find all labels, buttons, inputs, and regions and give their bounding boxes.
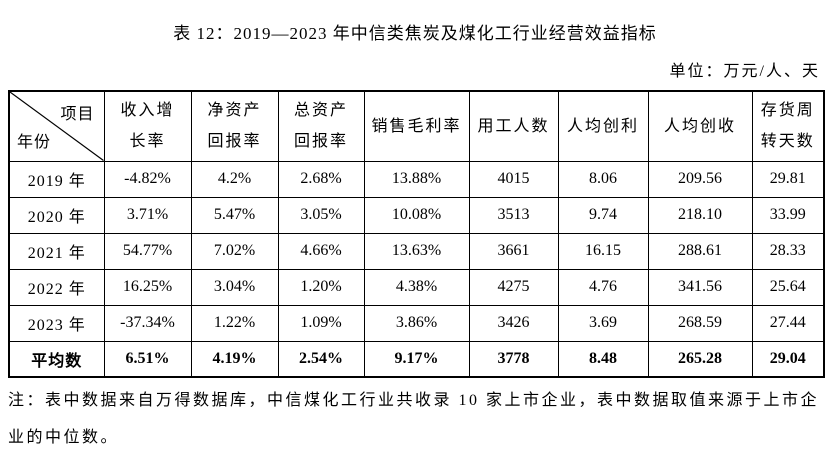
table-cell: 268.59 — [647, 304, 753, 342]
table-row-2021: 2021 年 54.77% 7.02% 4.66% 13.63% 3661 16… — [8, 232, 825, 270]
col-header-inventory-turnover-days: 存货周 转天数 — [751, 90, 825, 162]
table-cell: 4015 — [468, 160, 559, 198]
year-label: 2023 年 — [8, 304, 105, 342]
corner-label-year: 年份 — [17, 133, 52, 151]
table-cell: 27.44 — [751, 304, 825, 342]
table-cell: 3426 — [468, 304, 559, 342]
unit-label: 单位：万元/人、天 — [669, 63, 820, 80]
table-cell: 2.54% — [277, 340, 365, 378]
table-footnote: 注：表中数据来自万得数据库，中信煤化工行业共收录 10 家上市企业，表中数据取值… — [8, 392, 820, 446]
table-cell: 4275 — [468, 268, 559, 306]
col-header-headcount: 用工人数 — [468, 90, 559, 162]
table-cell: 3.04% — [190, 268, 279, 306]
table-cell: 4.19% — [190, 340, 279, 378]
table-cell: 341.56 — [647, 268, 753, 306]
col-header-revenue-per-capita: 人均创收 — [647, 90, 753, 162]
table-cell: 3.69 — [557, 304, 649, 342]
table-cell: 1.22% — [190, 304, 279, 342]
year-label: 2020 年 — [8, 196, 105, 234]
table-cell: 10.08% — [363, 196, 470, 234]
table-cell: 265.28 — [647, 340, 753, 378]
header-line: 存货周 — [760, 102, 815, 120]
table-row-2019: 2019 年 -4.82% 4.2% 2.68% 13.88% 4015 8.0… — [8, 160, 825, 198]
table-title: 表 12：2019—2023 年中信类焦炭及煤化工行业经营效益指标 — [173, 24, 657, 43]
header-line: 长率 — [129, 133, 166, 151]
table-cell: 3.71% — [103, 196, 192, 234]
header-line: 回报率 — [207, 133, 262, 151]
table-cell: 3.86% — [363, 304, 470, 342]
col-header-gross-margin: 销售毛利率 — [363, 90, 470, 162]
year-label: 2019 年 — [8, 160, 105, 198]
header-line: 回报率 — [293, 133, 348, 151]
table-cell: 4.66% — [277, 232, 365, 270]
table-cell: 1.20% — [277, 268, 365, 306]
table-row-2022: 2022 年 16.25% 3.04% 1.20% 4.38% 4275 4.7… — [8, 268, 825, 306]
diagonal-divider-icon — [10, 92, 103, 160]
col-header-profit-per-capita: 人均创利 — [557, 90, 649, 162]
table-cell: 2.68% — [277, 160, 365, 198]
table-row-2023: 2023 年 -37.34% 1.22% 1.09% 3.86% 3426 3.… — [8, 304, 825, 342]
table-cell: -37.34% — [103, 304, 192, 342]
table-cell: 8.06 — [557, 160, 649, 198]
table-cell: 4.76 — [557, 268, 649, 306]
header-line: 总资产 — [293, 102, 348, 120]
table-cell: 5.47% — [190, 196, 279, 234]
col-header-net-asset-return: 净资产 回报率 — [190, 90, 279, 162]
table-cell: 16.25% — [103, 268, 192, 306]
table-cell: 13.88% — [363, 160, 470, 198]
header-line: 净资产 — [207, 102, 262, 120]
table-cell: 28.33 — [751, 232, 825, 270]
table-cell: 218.10 — [647, 196, 753, 234]
indicator-table: 项目 年份 收入增 长率 净资产 回报率 总资产 回报率 销售毛利率 — [8, 90, 825, 378]
year-label: 2021 年 — [8, 232, 105, 270]
header-line: 转天数 — [760, 133, 815, 151]
col-header-revenue-growth: 收入增 长率 — [103, 90, 192, 162]
col-header-total-asset-return: 总资产 回报率 — [277, 90, 365, 162]
average-label: 平均数 — [8, 340, 105, 378]
table-cell: 29.81 — [751, 160, 825, 198]
table-row-2020: 2020 年 3.71% 5.47% 3.05% 10.08% 3513 9.7… — [8, 196, 825, 234]
table-cell: 3.05% — [277, 196, 365, 234]
table-cell: 13.63% — [363, 232, 470, 270]
table-cell: 33.99 — [751, 196, 825, 234]
table-cell: 3513 — [468, 196, 559, 234]
corner-cell: 项目 年份 — [8, 90, 105, 162]
header-line: 用工人数 — [477, 117, 550, 135]
table-cell: 29.04 — [751, 340, 825, 378]
corner-label-item: 项目 — [60, 106, 95, 123]
table-cell: 25.64 — [751, 268, 825, 306]
header-line: 人均创利 — [566, 117, 639, 135]
table-cell: 288.61 — [647, 232, 753, 270]
table-cell: 3778 — [468, 340, 559, 378]
header-row: 项目 年份 收入增 长率 净资产 回报率 总资产 回报率 销售毛利率 — [8, 90, 825, 162]
header-line: 收入增 — [120, 102, 175, 120]
table-cell: 4.38% — [363, 268, 470, 306]
table-cell: -4.82% — [103, 160, 192, 198]
table-cell: 7.02% — [190, 232, 279, 270]
table-cell: 4.2% — [190, 160, 279, 198]
table-row-average: 平均数 6.51% 4.19% 2.54% 9.17% 3778 8.48 26… — [8, 340, 825, 378]
year-label: 2022 年 — [8, 268, 105, 306]
table-cell: 209.56 — [647, 160, 753, 198]
header-line: 人均创收 — [663, 117, 736, 135]
table-cell: 9.74 — [557, 196, 649, 234]
table-cell: 16.15 — [557, 232, 649, 270]
table-cell: 54.77% — [103, 232, 192, 270]
table-cell: 9.17% — [363, 340, 470, 378]
table-cell: 1.09% — [277, 304, 365, 342]
table-cell: 6.51% — [103, 340, 192, 378]
table-cell: 8.48 — [557, 340, 649, 378]
header-line: 销售毛利率 — [371, 117, 462, 135]
table-cell: 3661 — [468, 232, 559, 270]
